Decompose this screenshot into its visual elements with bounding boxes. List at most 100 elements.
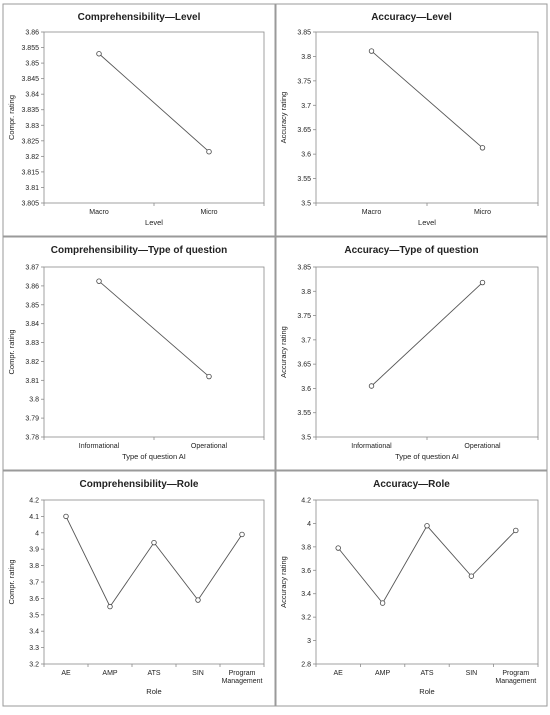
- chart-panel-1: Comprehensibility—Level 3.805 3.81 3.815 3.8…: [2, 3, 276, 237]
- y-tick-label: 3.75: [297, 313, 311, 320]
- y-tick-label: 3.4: [29, 629, 39, 636]
- y-tick-label: 3.6: [301, 386, 311, 393]
- x-tick-label: Program Management: [222, 670, 263, 685]
- plot-area: [315, 499, 539, 665]
- y-tick-label: 3.825: [21, 138, 39, 145]
- panel-frame: [2, 236, 276, 471]
- plot-area: [43, 499, 265, 665]
- x-tick-label: Informational: [79, 443, 120, 450]
- data-point-marker: [479, 145, 486, 151]
- panel-frame: [2, 3, 276, 237]
- chart-title: Accuracy—Level: [371, 12, 452, 23]
- series-line: [371, 50, 483, 149]
- data-point-marker: [479, 279, 486, 286]
- y-tick-label: 3.835: [21, 107, 39, 114]
- y-tick-label: 3.6: [29, 596, 39, 603]
- x-tick-label: AE: [61, 670, 71, 677]
- y-tick-label: 3.5: [301, 201, 311, 208]
- y-tick-label: 3.7: [29, 580, 39, 587]
- data-point-marker: [63, 513, 69, 520]
- y-axis-title: Accuracy rating: [279, 326, 288, 378]
- panel-frame: [275, 236, 548, 471]
- series-line: [65, 516, 243, 608]
- x-tick-label: Operational: [191, 443, 228, 450]
- series-line: [98, 53, 210, 153]
- y-tick-label: 3.2: [301, 615, 311, 622]
- x-tick-label: Micro: [200, 209, 217, 216]
- y-tick-label: 3.7: [301, 103, 311, 110]
- y-tick-label: 3.805: [21, 201, 39, 208]
- data-point-marker: [513, 527, 519, 534]
- y-axis-title: Accuracy rating: [279, 556, 288, 608]
- y-axis-title: Compr. rating: [7, 559, 16, 604]
- chart-title: Accuracy—Role: [373, 479, 450, 490]
- y-tick-label: 3.83: [25, 340, 39, 347]
- panel-frame: [2, 470, 276, 707]
- y-tick-label: 3.82: [25, 154, 39, 161]
- x-tick-label: Macro: [89, 209, 109, 216]
- y-tick-label: 3.81: [25, 185, 39, 192]
- y-tick-label: 3.8: [301, 54, 311, 61]
- y-tick-label: 3.8: [301, 544, 311, 551]
- panel-frame: [275, 470, 548, 707]
- y-tick-label: 3.5: [301, 435, 311, 442]
- y-tick-label: 3.85: [25, 61, 39, 68]
- x-tick-label: AE: [334, 670, 344, 677]
- y-tick-label: 3.85: [25, 302, 39, 309]
- y-tick-label: 3.85: [297, 30, 311, 37]
- y-tick-label: 4: [35, 530, 39, 537]
- x-tick-label: AMP: [102, 670, 118, 677]
- y-tick-label: 3.78: [25, 435, 39, 442]
- y-axis-title: Accuracy rating: [279, 92, 288, 144]
- panel-frame: [275, 3, 548, 237]
- y-tick-label: 3.86: [25, 30, 39, 37]
- chart-title: Comprehensibility—Level: [78, 12, 201, 23]
- y-tick-label: 3.855: [21, 45, 39, 52]
- series-line: [98, 280, 210, 377]
- chart-title: Comprehensibility—Type of question: [51, 245, 228, 256]
- data-point-marker: [335, 545, 341, 551]
- x-axis-title: Level: [145, 218, 163, 227]
- y-tick-label: 2.8: [301, 662, 311, 669]
- chart-title: Comprehensibility—Role: [80, 479, 199, 490]
- y-tick-label: 3.8: [29, 563, 39, 570]
- y-tick-label: 3.6: [301, 568, 311, 575]
- y-tick-label: 3.79: [25, 416, 39, 423]
- y-axis-title: Compr. rating: [7, 95, 16, 140]
- y-tick-label: 3.5: [29, 612, 39, 619]
- data-point-marker: [468, 573, 475, 579]
- chart-panel-3: Comprehensibility—Type of question 3.78 3.…: [2, 236, 276, 471]
- data-point-marker: [195, 597, 201, 603]
- data-point-marker: [96, 278, 102, 284]
- y-tick-label: 3.82: [25, 359, 39, 366]
- y-tick-label: 3.86: [25, 283, 39, 290]
- chart-panel-4: Accuracy—Type of question 3.5 3.55 3.6 3.65 3…: [275, 236, 548, 471]
- data-point-marker: [151, 539, 157, 546]
- y-tick-label: 3.84: [25, 321, 39, 328]
- y-tick-label: 3.2: [29, 662, 39, 669]
- chart-panel-6: Accuracy—Role 2.8 3 3.2 3.4 3.6 3.8 4 4.2 AE AMP AT…: [275, 470, 548, 707]
- x-tick-label: AMP: [375, 670, 391, 677]
- y-tick-label: 3: [307, 638, 311, 645]
- chart-title: Accuracy—Type of question: [344, 245, 478, 256]
- plot-area: [43, 31, 265, 204]
- y-tick-label: 4.2: [29, 498, 39, 505]
- x-axis-title: Type of question AI: [122, 452, 186, 461]
- x-axis-title: Type of question AI: [395, 452, 459, 461]
- chart-panel-2: Accuracy—Level 3.5 3.55 3.6 3.65 3.7 3.75 3.8 3.…: [275, 3, 548, 237]
- series-line: [371, 282, 483, 387]
- x-tick-label: SIN: [466, 670, 478, 677]
- data-point-marker: [239, 531, 245, 538]
- plot-area: [315, 266, 539, 438]
- data-point-marker: [368, 48, 375, 54]
- y-tick-label: 3.55: [297, 410, 311, 417]
- y-tick-label: 3.65: [297, 127, 311, 134]
- y-tick-label: 3.65: [297, 362, 311, 369]
- x-tick-label: Micro: [474, 209, 491, 216]
- plot-area: [43, 266, 265, 438]
- y-tick-label: 3.81: [25, 378, 39, 385]
- data-point-marker: [107, 603, 113, 610]
- y-tick-label: 3.815: [21, 169, 39, 176]
- data-point-marker: [368, 383, 375, 389]
- y-tick-label: 3.4: [301, 591, 311, 598]
